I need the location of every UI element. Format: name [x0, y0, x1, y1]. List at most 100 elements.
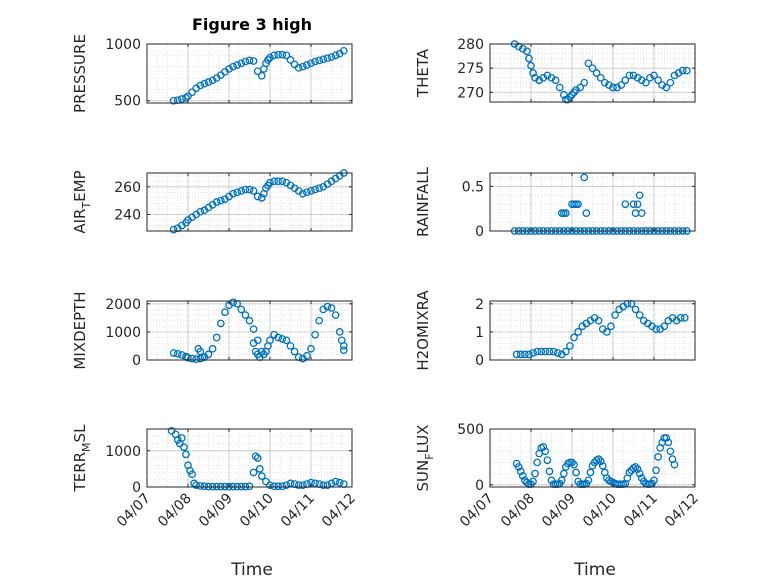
data-point	[253, 192, 262, 201]
data-point	[337, 336, 346, 345]
data-point	[625, 71, 634, 80]
data-point	[580, 78, 589, 87]
data-point	[315, 316, 324, 325]
y-axis-label-main: H2OMIXRA	[414, 290, 432, 371]
data-point	[229, 62, 237, 71]
data-point	[557, 476, 566, 485]
data-point	[225, 65, 233, 73]
data-point	[178, 434, 186, 442]
y-tick-label: 240	[114, 207, 141, 223]
y-axis-label-subscript: T	[80, 202, 93, 210]
data-point	[319, 55, 328, 64]
data-point	[278, 50, 287, 59]
y-axis-label-main: TERR	[71, 452, 89, 493]
data-point	[229, 189, 237, 198]
series-mixdepth	[169, 298, 348, 364]
data-point	[245, 185, 254, 194]
data-point	[633, 73, 642, 82]
data-point	[584, 59, 593, 68]
data-point	[303, 61, 311, 69]
data-point	[654, 76, 662, 85]
data-point	[184, 92, 192, 101]
data-point	[617, 81, 626, 89]
data-point	[233, 61, 242, 69]
subplot-theta: 270 275 280 THETA	[414, 37, 696, 104]
data-point	[598, 461, 607, 470]
y-axis-label-main: PRESSURE	[71, 34, 89, 113]
y-axis-label-main: RAINFALL	[414, 166, 432, 237]
data-point	[537, 347, 546, 356]
data-point	[335, 478, 344, 487]
data-point	[233, 188, 242, 197]
data-point	[666, 447, 675, 456]
axes-box	[489, 172, 696, 232]
data-point	[635, 191, 644, 200]
data-point	[625, 468, 634, 477]
data-point	[680, 314, 689, 322]
axes-box	[146, 43, 353, 104]
subplot-h2omixra: 0 1 2 H2OMIXRA	[414, 290, 696, 371]
data-point	[533, 347, 542, 356]
tick-marks	[489, 173, 696, 232]
data-point	[533, 458, 542, 467]
data-point	[216, 319, 225, 328]
y-axis-label: THETA	[414, 48, 432, 98]
data-point	[650, 71, 658, 80]
data-point	[270, 482, 278, 491]
data-point	[523, 47, 531, 56]
data-point	[574, 328, 583, 336]
data-point	[278, 335, 287, 343]
plot-area	[147, 173, 352, 231]
data-point	[274, 482, 283, 491]
data-point	[169, 225, 178, 234]
data-point	[531, 73, 539, 82]
data-point	[654, 453, 662, 461]
axes-box	[146, 300, 353, 361]
y-axis-label: MIXDEPTH	[71, 291, 89, 369]
data-point	[676, 314, 685, 322]
y-axis-label: SUNFLUX	[414, 425, 436, 492]
data-point	[237, 187, 246, 195]
data-point	[315, 56, 324, 65]
y-tick-label: 1000	[105, 37, 141, 53]
data-point	[327, 304, 336, 312]
data-point	[662, 434, 671, 442]
y-tick-label: 0	[475, 478, 484, 494]
data-point	[582, 209, 591, 218]
data-point	[518, 44, 527, 53]
data-point	[278, 177, 287, 186]
data-point	[298, 189, 307, 198]
data-point	[516, 350, 525, 359]
data-point	[574, 200, 583, 209]
data-point	[594, 316, 603, 325]
data-point	[525, 54, 533, 63]
y-axis-label-rest: SL	[71, 424, 89, 443]
data-point	[208, 76, 217, 85]
data-point	[178, 351, 186, 359]
series-pressure	[169, 46, 348, 105]
y-axis-label: PRESSURE	[71, 34, 89, 113]
data-point	[600, 78, 609, 87]
y-axis-label-main: SUN	[414, 460, 432, 492]
axes-box	[146, 172, 353, 232]
data-point	[549, 347, 558, 356]
data-point	[282, 51, 291, 60]
data-point	[561, 209, 570, 218]
data-point	[594, 455, 603, 463]
y-tick-label: 260	[114, 180, 141, 196]
data-point	[257, 472, 266, 480]
data-point	[547, 73, 556, 82]
data-point	[178, 95, 186, 103]
tick-marks	[146, 43, 353, 103]
data-point	[529, 69, 537, 77]
data-point	[204, 78, 213, 86]
data-point	[331, 311, 340, 319]
data-point	[543, 456, 552, 465]
data-point	[196, 81, 205, 90]
data-point	[629, 71, 638, 80]
data-point	[307, 59, 315, 68]
data-point	[323, 481, 332, 490]
y-axis-label-rest: LUX	[414, 425, 432, 454]
data-point	[514, 42, 523, 51]
